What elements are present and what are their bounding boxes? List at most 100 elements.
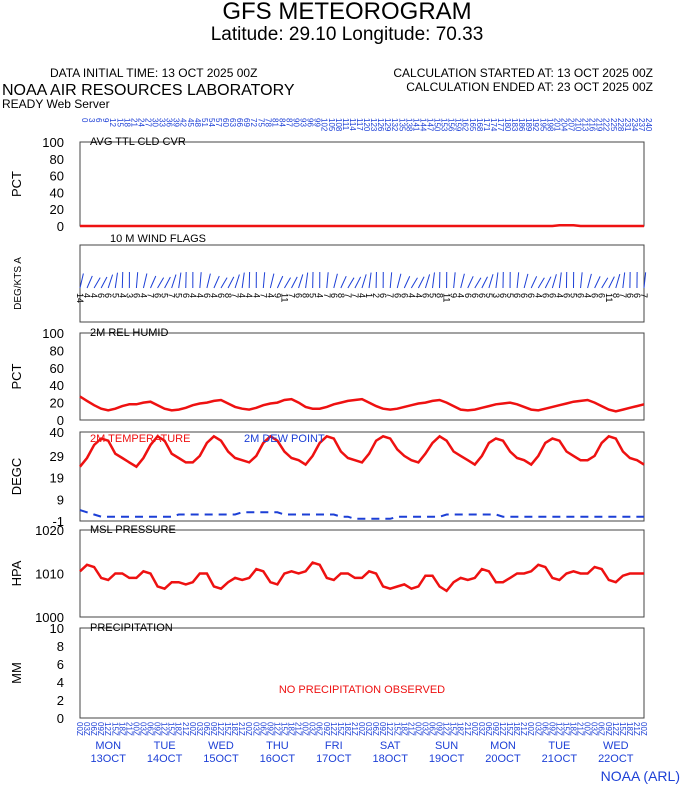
wind-barb xyxy=(608,276,615,289)
series-line xyxy=(80,223,644,228)
wind-barb xyxy=(460,273,465,289)
y-tick-label: 19 xyxy=(50,471,64,486)
wind-speed-label: 6 xyxy=(103,293,113,298)
bottom-axis-hour-label: 06Z xyxy=(146,722,155,736)
top-axis-hour-label: 108 xyxy=(334,118,343,132)
page-title: GFS METEOROGRAM xyxy=(222,0,472,25)
wind-speed-label: 6 xyxy=(561,293,571,298)
top-axis-hour-label: 9 xyxy=(101,118,110,123)
wind-speed-label: 6 xyxy=(392,293,402,298)
wind-speed-label: 6 xyxy=(216,293,226,298)
bottom-axis-hour-label: 06Z xyxy=(540,722,549,736)
y-tick-label: 8 xyxy=(57,639,64,654)
wind-speed-label: 4 xyxy=(554,293,564,298)
bottom-axis-hour-label: 09Z xyxy=(547,722,556,736)
top-axis-hour-label: 210 xyxy=(574,118,583,132)
bottom-axis-hour-label: 00Z xyxy=(244,722,253,736)
wind-speed-label: 6 xyxy=(378,293,388,298)
top-axis-hour-label: 96 xyxy=(306,118,315,127)
bottom-axis-hour-label: 18Z xyxy=(174,722,183,736)
wind-barb xyxy=(558,272,562,289)
bottom-axis-hour-label: 18Z xyxy=(512,722,521,736)
wind-speed-label: 6 xyxy=(540,293,550,298)
wind-speed-label: 7 xyxy=(230,293,240,298)
bottom-axis-hour-label: 00Z xyxy=(526,722,535,736)
top-axis-hour-label: 15 xyxy=(115,118,124,127)
wind-barb xyxy=(291,276,298,289)
wind-barb xyxy=(601,277,609,289)
bottom-axis-hour-label: 12Z xyxy=(272,722,281,736)
wind-barb xyxy=(389,272,393,289)
bottom-axis-hour-label: 18Z xyxy=(117,722,126,736)
bottom-axis-hour-label: 03Z xyxy=(420,722,429,736)
wind-barb xyxy=(262,272,266,289)
wind-speed-label: 8 xyxy=(611,293,621,298)
wind-speed-label: 4 xyxy=(138,293,148,298)
top-axis-hour-label: 72 xyxy=(249,118,258,127)
bottom-axis-hour-label: 09Z xyxy=(604,722,613,736)
day-of-week-label: WED xyxy=(603,740,629,752)
wind-speed-label: 8 xyxy=(223,293,233,298)
wind-barb xyxy=(178,272,182,289)
wind-barb xyxy=(453,272,456,289)
bottom-axis-hour-label: 21Z xyxy=(237,722,246,736)
wind-speed-label: 5 xyxy=(308,293,318,298)
bottom-axis-hour-label: 15Z xyxy=(336,722,345,736)
precipitation-panel xyxy=(79,627,645,719)
bottom-axis-hour-label: 00Z xyxy=(357,722,366,736)
top-axis-hour-label: 132 xyxy=(390,118,399,132)
wind-speed-label: 6 xyxy=(477,293,487,298)
top-axis-hour-label: 198 xyxy=(545,118,554,132)
top-axis-hour-label: 126 xyxy=(376,118,385,132)
series-line xyxy=(79,434,645,469)
bottom-axis-hour-label: 09Z xyxy=(322,722,331,736)
bottom-axis-hour-label: 15Z xyxy=(449,722,458,736)
wind-barb xyxy=(530,276,538,289)
top-axis-hour-label: 144 xyxy=(418,118,427,132)
top-axis-hour-label: 156 xyxy=(447,118,456,132)
top-axis-hour-label: 234 xyxy=(630,118,639,132)
top-axis-hour-label: 237 xyxy=(637,118,646,132)
wind-speed-label: 6 xyxy=(576,293,586,298)
calc-ended: CALCULATION ENDED AT: 23 OCT 2025 00Z xyxy=(406,80,653,94)
bottom-axis-hour-label: 21Z xyxy=(632,722,641,736)
wind-speed-label: 4 xyxy=(244,293,254,298)
wind-speed-label: 4 xyxy=(251,293,261,298)
bottom-axis-hour-label: 03Z xyxy=(533,722,542,736)
top-axis-hour-label: 69 xyxy=(242,118,251,127)
wind-speed-label: 5 xyxy=(428,293,438,298)
humidity-panel xyxy=(79,332,645,421)
wind-barb xyxy=(326,272,329,289)
bottom-axis-hour-label: 21Z xyxy=(350,722,359,736)
panel-title: AVG TTL CLD CVR xyxy=(90,136,186,148)
wind-speed-label: 9 xyxy=(272,293,282,298)
wind-speed-label: 7 xyxy=(343,293,353,298)
bottom-axis-hour-label: 12Z xyxy=(611,722,620,736)
top-axis-hour-label: 78 xyxy=(263,118,272,127)
top-axis-hour-label: 54 xyxy=(207,118,216,127)
day-date-label: 19OCT xyxy=(429,753,465,765)
wind-barb xyxy=(481,276,488,289)
y-tick-label: 0 xyxy=(57,413,64,428)
bottom-axis-hour-label: 21Z xyxy=(294,722,303,736)
top-axis-hour-label: 111 xyxy=(341,118,350,131)
top-axis-hour-label: 153 xyxy=(440,118,449,132)
wind-speed-label: 7 xyxy=(322,293,332,298)
wind-speed-label: 6 xyxy=(512,293,522,298)
top-axis-hour-label: 150 xyxy=(433,118,442,132)
wind-speed-label: 4 xyxy=(117,293,127,298)
wind-barb xyxy=(107,274,114,289)
bottom-axis-hour-label: 15Z xyxy=(618,722,627,736)
bottom-axis-hour-label: 15Z xyxy=(392,722,401,736)
top-axis-hour-label: 162 xyxy=(461,118,470,132)
top-axis-hour-label: 21 xyxy=(129,118,138,127)
wind-speed-label: 6 xyxy=(625,293,635,298)
bottom-axis-hour-label: 21Z xyxy=(463,722,472,736)
wind-barb xyxy=(467,276,474,289)
wind-barb xyxy=(474,277,482,289)
top-axis-hour-label: 51 xyxy=(200,118,209,127)
bottom-axis-hour-label: 18Z xyxy=(399,722,408,736)
day-date-label: 21OCT xyxy=(542,753,578,765)
series-line xyxy=(79,395,645,413)
y-tick-label: 40 xyxy=(50,185,64,200)
